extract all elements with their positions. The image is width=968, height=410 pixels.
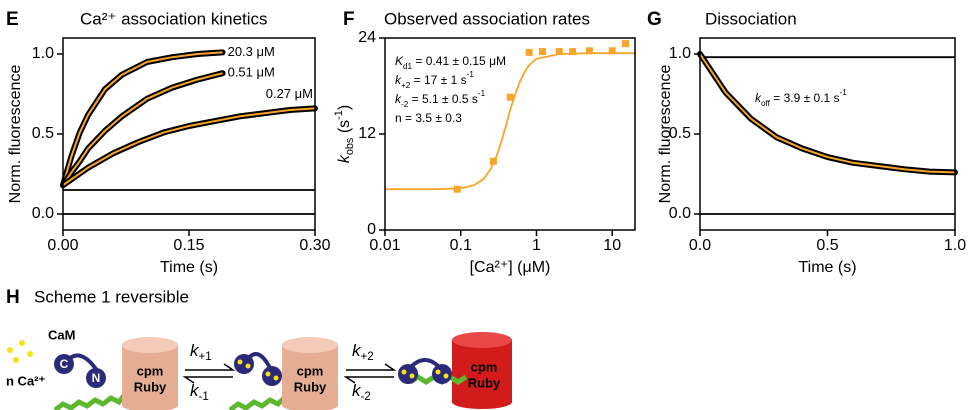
annotation: k-2 = 5.1 ± 0.5 s-1 <box>395 89 486 109</box>
data-trace <box>700 54 955 172</box>
data-point <box>526 49 533 56</box>
cam-label: CaM <box>48 327 75 342</box>
data-point <box>569 48 576 55</box>
y-axis-label: Norm. fluorescence <box>7 65 24 204</box>
x-tick-label: 0.15 <box>173 237 204 254</box>
data-point <box>507 94 514 101</box>
y-tick-label: 0 <box>367 221 376 238</box>
y-tick-label: 12 <box>358 125 376 142</box>
series-label: 0.27 μM <box>266 86 313 101</box>
text-part: (s <box>336 120 353 138</box>
c-lobe-label: C <box>60 357 69 371</box>
y-tick-label: 1.0 <box>669 45 691 62</box>
rate-label: k-1 <box>190 381 209 403</box>
text-part: -2 <box>361 391 371 403</box>
text-part: +1 <box>199 351 212 363</box>
x-axis-label: Time (s) <box>160 259 218 276</box>
x-axis-label: Time (s) <box>798 259 856 276</box>
y-tick-label: 24 <box>358 29 376 46</box>
rate-label: k-2 <box>352 381 371 403</box>
y-tick-label: 0.0 <box>669 205 691 222</box>
equilibrium-arrow <box>185 364 233 383</box>
y-tick-label: 0.5 <box>669 125 691 142</box>
text-part: -1 <box>467 70 475 79</box>
fit-line <box>63 108 315 185</box>
x-tick-label: 0.5 <box>816 237 838 254</box>
text-part: obs <box>344 137 356 155</box>
protein-label: cpm <box>471 359 498 374</box>
y-tick-label: 0.5 <box>32 125 54 142</box>
rate-label: k+2 <box>352 341 374 363</box>
text-part: -1 <box>333 110 345 120</box>
data-trace <box>63 108 315 185</box>
x-tick-label: 1.0 <box>944 237 966 254</box>
chart-title: Ca²⁺ association kinetics <box>80 9 268 28</box>
chart-title: Observed association rates <box>384 9 590 28</box>
data-point <box>622 40 629 47</box>
equilibrium-arrow <box>346 364 394 383</box>
x-tick-label: 1 <box>532 237 541 254</box>
data-point <box>609 47 616 54</box>
x-tick-label: 0.00 <box>47 237 78 254</box>
y-tick-label: 1.0 <box>32 45 54 62</box>
x-tick-label: 0.0 <box>689 237 711 254</box>
protein-label: Ruby <box>468 375 501 390</box>
chart-title: Dissociation <box>705 9 797 28</box>
protein-label: cpm <box>297 363 324 378</box>
text-part: -1 <box>478 89 486 98</box>
y-tick-label: 0.0 <box>32 205 54 222</box>
x-tick-label: 10 <box>603 237 621 254</box>
text-part: +2 <box>361 351 374 363</box>
plot-frame <box>700 38 955 230</box>
annotation: koff = 3.9 ± 0.1 s-1 <box>755 88 847 108</box>
data-point <box>539 48 546 55</box>
text-part: -1 <box>840 88 848 97</box>
series-label: 0.51 μM <box>228 65 275 80</box>
protein-label: Ruby <box>294 379 327 394</box>
calcium-ions <box>7 340 33 363</box>
y-axis-label: kobs (s-1) <box>333 105 356 163</box>
annotation: n = 3.5 ± 0.3 <box>395 111 462 125</box>
bound-cam <box>230 354 286 410</box>
annotation: k+2 = 17 ± 1 s-1 <box>395 70 474 90</box>
panel-letter: F <box>343 9 355 30</box>
figure: H Scheme 1 reversible n Ca²⁺ CaM C N cpm… <box>0 0 968 410</box>
ions-label: n Ca²⁺ <box>6 373 46 388</box>
text-part: = 17 ± 1 s <box>410 73 466 87</box>
panel-letter: H <box>6 287 20 308</box>
panel-letter: G <box>647 9 662 30</box>
data-point <box>556 48 563 55</box>
text-part: +2 <box>401 81 411 90</box>
data-point <box>490 158 497 165</box>
x-tick-label: 0.1 <box>450 237 472 254</box>
rate-label: k+1 <box>190 341 212 363</box>
text-part: = 3.9 ± 0.1 s <box>770 91 840 105</box>
n-lobe-label: N <box>92 371 101 385</box>
text-part: n = 3.5 ± 0.3 <box>395 111 462 125</box>
x-axis-label: [Ca²⁺] (μM) <box>470 259 551 276</box>
data-point <box>454 186 461 193</box>
data-point <box>586 47 593 54</box>
text-part: = 0.41 ± 0.15 μM <box>412 54 506 68</box>
text-part: -1 <box>199 391 209 403</box>
x-tick-label: 0.01 <box>369 237 400 254</box>
panel-letter: E <box>6 9 19 30</box>
protein-label: cpm <box>137 363 164 378</box>
x-tick-label: 0.30 <box>299 237 330 254</box>
series-label: 20.3 μM <box>228 44 275 59</box>
text-part: = 5.1 ± 0.5 s <box>408 92 478 106</box>
text-part: ) <box>336 105 353 110</box>
protein-label: Ruby <box>134 379 167 394</box>
annotation: Kd1 = 0.41 ± 0.15 μM <box>395 54 506 71</box>
helix <box>55 394 125 410</box>
scheme-title: Scheme 1 reversible <box>34 287 189 306</box>
